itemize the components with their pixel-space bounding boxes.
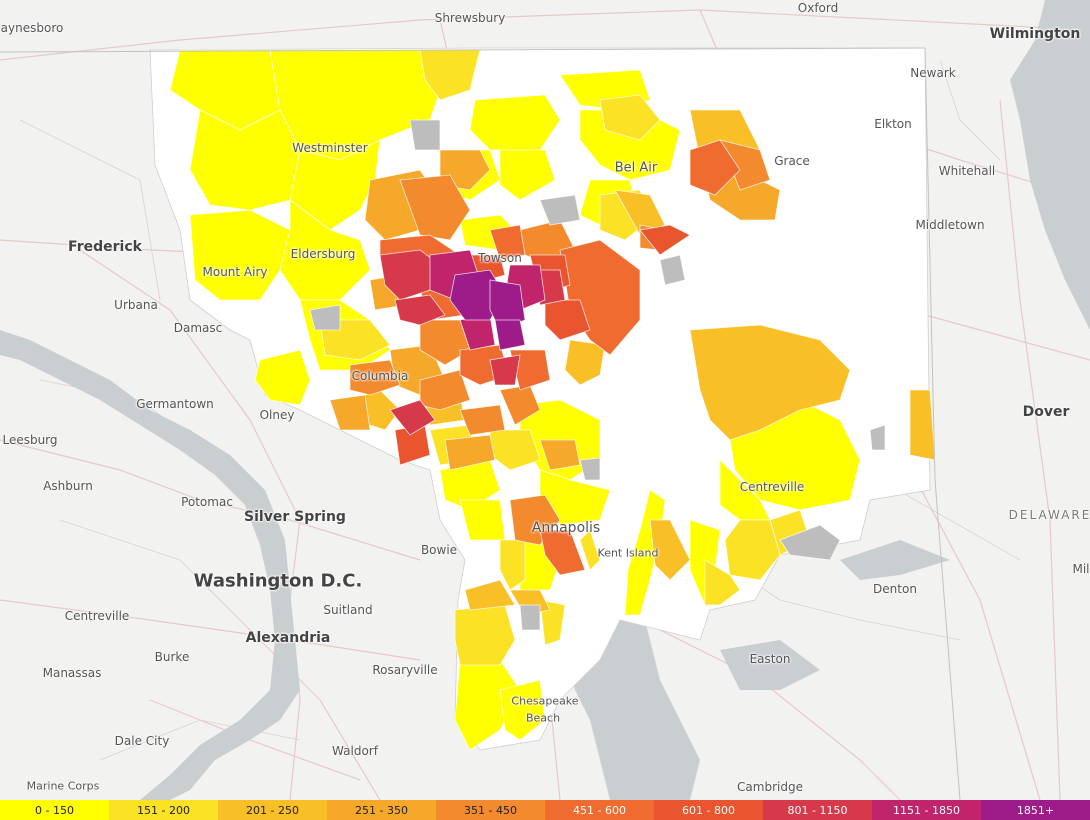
place-label-suitland: Suitland (323, 603, 373, 617)
place-label-milford: Mil (1072, 562, 1090, 576)
legend-item: 1851+ (981, 800, 1090, 820)
legend-item: 0 - 150 (0, 800, 109, 820)
place-label-eldersburg: Eldersburg (290, 247, 356, 261)
zip-region[interactable] (724, 519, 781, 581)
place-label-leesburg: Leesburg (2, 433, 58, 447)
place-label-centreville-md: Centreville (739, 480, 805, 494)
place-label-middletown: Middletown (915, 218, 985, 232)
place-label-easton: Easton (749, 652, 791, 666)
place-label-oxford: Oxford (797, 1, 839, 15)
zip-region[interactable] (494, 319, 526, 351)
place-label-beach: Beach (525, 711, 561, 725)
zip-region[interactable] (489, 224, 526, 261)
legend-item: 601 - 800 (654, 800, 763, 820)
place-label-columbia: Columbia (351, 369, 409, 383)
legend-item: 451 - 600 (545, 800, 654, 820)
place-label-marine-corps: Marine Corps (26, 779, 100, 793)
place-label-washington: Washington D.C. (193, 570, 363, 592)
place-label-chesapeake-beach: Chesapeake (511, 694, 579, 708)
legend-item: 801 - 1150 (763, 800, 872, 820)
state-borders (0, 47, 961, 800)
zip-region[interactable] (614, 189, 666, 236)
place-label-germantown: Germantown (136, 397, 214, 411)
place-label-denton: Denton (873, 582, 917, 596)
legend-item: 151 - 200 (109, 800, 218, 820)
zip-region[interactable] (489, 354, 521, 386)
zip-region[interactable] (444, 434, 496, 471)
zip-region[interactable] (459, 404, 506, 436)
zip-region-no-data[interactable] (779, 524, 841, 561)
zip-region[interactable] (599, 94, 661, 141)
zip-region-no-data[interactable] (309, 304, 341, 331)
zip-region[interactable] (499, 679, 546, 741)
zip-region[interactable] (539, 599, 566, 646)
place-label-urbana: Urbana (114, 298, 158, 312)
zip-region-no-data[interactable] (579, 457, 601, 481)
legend-item: 351 - 450 (436, 800, 545, 820)
place-label-annapolis: Annapolis (531, 520, 601, 536)
place-label-dale-city: Dale City (114, 734, 170, 748)
zip-region[interactable] (329, 394, 371, 431)
zip-region[interactable] (579, 529, 601, 571)
place-label-kent-island: Kent Island (597, 546, 659, 560)
place-label-cambridge: Cambridge (737, 780, 803, 794)
place-label-delaware: DELAWARE (1008, 508, 1090, 522)
choropleth-zip-regions[interactable] (169, 49, 936, 751)
zip-region[interactable] (254, 349, 311, 406)
zip-region[interactable] (704, 559, 741, 606)
zip-region[interactable] (399, 174, 471, 241)
zip-region[interactable] (649, 519, 691, 581)
zip-region[interactable] (349, 359, 401, 396)
place-label-waynesboro: aynesboro (0, 21, 64, 35)
zip-region[interactable] (539, 439, 581, 471)
zip-region[interactable] (544, 299, 591, 341)
place-label-rosaryville: Rosaryville (372, 663, 438, 677)
zip-region-no-data[interactable] (539, 194, 581, 226)
place-label-damascus: Damasc (173, 321, 223, 335)
place-label-olney: Olney (259, 408, 295, 422)
place-label-dover: Dover (1022, 404, 1070, 420)
place-label-towson: Towson (478, 251, 522, 265)
place-label-grace: Grace (774, 154, 810, 168)
place-label-manassas: Manassas (42, 666, 102, 680)
zip-region[interactable] (394, 294, 446, 326)
map-canvas[interactable] (0, 0, 1090, 800)
place-label-westminster: Westminster (292, 141, 368, 155)
place-label-wilmington: Wilmington (989, 26, 1081, 42)
legend-item: 251 - 350 (327, 800, 436, 820)
place-label-newark: Newark (910, 66, 956, 80)
zip-region-no-data[interactable] (869, 424, 886, 451)
legend-item: 1151 - 1850 (872, 800, 981, 820)
zip-region-no-data[interactable] (409, 119, 441, 151)
place-label-bowie: Bowie (420, 543, 458, 557)
place-label-ashburn: Ashburn (43, 479, 93, 493)
place-label-whitehall: Whitehall (938, 164, 996, 178)
place-label-silver-spring: Silver Spring (244, 509, 346, 525)
zip-region[interactable] (639, 224, 691, 256)
zip-region[interactable] (499, 149, 556, 201)
place-label-mount-airy: Mount Airy (202, 265, 268, 279)
zip-region[interactable] (689, 324, 851, 441)
zip-region-no-data[interactable] (659, 254, 686, 286)
zip-region[interactable] (389, 399, 436, 436)
place-label-frederick: Frederick (68, 239, 142, 255)
zip-region[interactable] (189, 209, 291, 301)
place-label-elkton: Elkton (874, 117, 912, 131)
legend-item: 201 - 250 (218, 800, 327, 820)
place-label-burke: Burke (154, 650, 190, 664)
zip-region[interactable] (419, 319, 471, 366)
place-label-centreville-va: Centreville (64, 609, 130, 623)
place-label-alexandria: Alexandria (245, 630, 331, 646)
place-label-potomac: Potomac (181, 495, 233, 509)
legend: 0 - 150 151 - 200 201 - 250 251 - 350 351 - … (0, 800, 1090, 820)
zip-region[interactable] (539, 529, 586, 576)
zip-region-no-data[interactable] (519, 604, 541, 631)
place-label-bel-air: Bel Air (614, 160, 658, 176)
place-label-shrewsbury: Shrewsbury (434, 11, 506, 25)
zip-region[interactable] (689, 139, 741, 196)
place-label-waldorf: Waldorf (332, 744, 378, 758)
zip-region[interactable] (464, 579, 516, 611)
